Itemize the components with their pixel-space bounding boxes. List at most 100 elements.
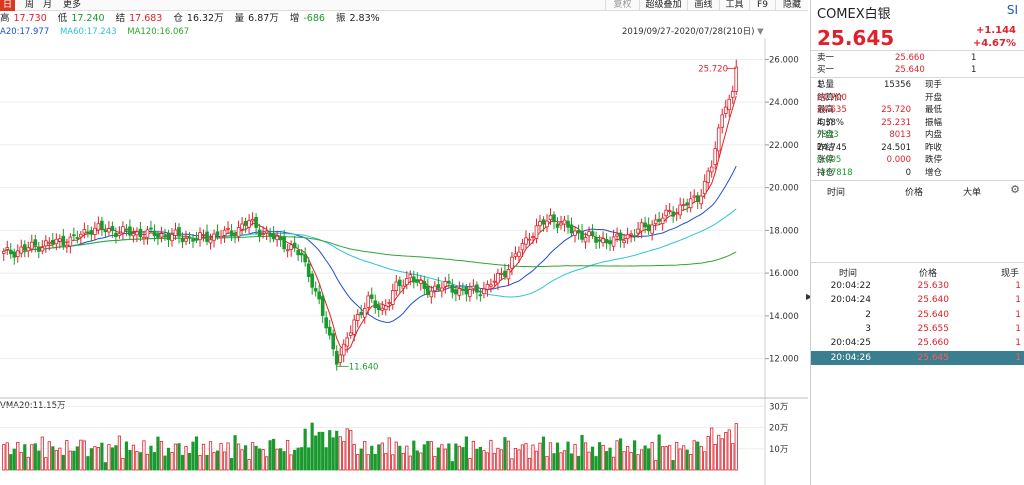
- candle-down: [426, 285, 430, 296]
- tools-button[interactable]: 工具: [719, 0, 749, 11]
- candle-up: [629, 233, 633, 236]
- tick-price: 25.660: [917, 338, 950, 349]
- candle-up: [496, 273, 500, 284]
- volume-bar-up: [170, 452, 174, 471]
- tick-row[interactable]: 20:04:25 25.660 1: [811, 336, 1024, 350]
- candle-down: [100, 220, 104, 230]
- volume-bar-up: [2, 444, 6, 471]
- candlestick-chart[interactable]: 26.000 24.000 22.000 20.000 18.000 16.000 14.0…: [0, 0, 808, 485]
- candle-down: [303, 254, 307, 263]
- tick-row[interactable]: 20:04:24 25.640 1: [811, 293, 1024, 307]
- gear-icon[interactable]: ⚙: [1010, 183, 1020, 196]
- candle-up: [667, 210, 672, 213]
- candle-down: [296, 250, 300, 256]
- change-value: +1.144: [975, 25, 1016, 36]
- candle-up: [107, 228, 111, 233]
- candle-down: [254, 217, 258, 228]
- tick-header-time: 时间: [839, 269, 858, 279]
- f9-button[interactable]: F9: [749, 0, 775, 11]
- volume-bar-down: [618, 438, 623, 471]
- volume-bar-down: [412, 440, 416, 471]
- volume-bar-down: [541, 436, 546, 471]
- volume-axis-ticks: 30万 20万 10万: [769, 402, 788, 455]
- candle-down: [376, 304, 381, 311]
- candle-up: [443, 281, 448, 287]
- low-label: 低: [57, 13, 68, 24]
- bid-row: 买一 25.640 1: [817, 64, 1021, 76]
- volume-bar-up: [265, 456, 269, 471]
- tick-row[interactable]: 3 25.655 1: [811, 322, 1024, 336]
- candle-down: [320, 296, 325, 316]
- ma120-label: MA120:16.067: [127, 27, 190, 37]
- volume-bar-up: [286, 439, 290, 471]
- tab-weekly[interactable]: 周: [25, 0, 35, 10]
- candle-up: [131, 233, 136, 237]
- candle-up: [517, 251, 521, 257]
- amplitude-value: 2.83%: [349, 13, 380, 24]
- volume-bar-down: [307, 447, 311, 471]
- volume-tick-label: 30万: [769, 402, 788, 412]
- volume-bar-up: [198, 454, 202, 471]
- candle-up: [285, 249, 290, 252]
- stat-value: 24.745: [817, 142, 847, 153]
- candle-down: [436, 284, 441, 289]
- candle-down: [163, 235, 167, 238]
- volume-bar-up: [678, 448, 682, 471]
- volume-bar-up: [489, 439, 493, 471]
- stat-value: 1: [817, 80, 823, 90]
- candle-down: [110, 226, 115, 232]
- volume-bar-down: [229, 458, 234, 471]
- candle-up: [730, 91, 735, 98]
- volume-bar-down: [594, 456, 598, 471]
- tick-row[interactable]: 2 25.640 1: [811, 308, 1024, 322]
- candle-up: [492, 280, 497, 283]
- volume-bar-up: [289, 454, 293, 471]
- volume-bar-up: [626, 445, 630, 471]
- volume-bar-up: [485, 452, 490, 471]
- candle-down: [566, 220, 570, 228]
- volume-bar-up: [538, 442, 542, 471]
- volume-bar-up: [250, 442, 255, 471]
- tab-more[interactable]: 更多: [63, 0, 82, 10]
- candle-up: [159, 233, 164, 238]
- dropdown-triangle-icon[interactable]: ▼: [757, 27, 764, 37]
- hide-button[interactable]: 隐藏: [775, 0, 808, 11]
- candle-up: [433, 285, 437, 292]
- volume-bar-up: [384, 453, 388, 471]
- candle-up: [47, 241, 52, 244]
- volume-bar-up: [345, 428, 349, 471]
- candle-up: [275, 235, 279, 241]
- candle-up: [348, 332, 353, 336]
- volume-bar-up: [629, 452, 633, 471]
- tab-daily[interactable]: 日: [0, 0, 16, 11]
- overlay-button[interactable]: 超级叠加: [639, 0, 687, 11]
- volume-bar-down: [23, 444, 27, 471]
- volume-bar-up: [675, 441, 679, 471]
- high-label: 25.720: [698, 64, 728, 74]
- candle-down: [685, 202, 689, 206]
- volume-bar-up: [47, 441, 51, 471]
- candle-down: [89, 230, 94, 235]
- instrument-code: SI: [1006, 3, 1018, 17]
- date-range-text: 2019/09/27-2020/07/28(210日): [622, 27, 755, 37]
- scroll-right-icon[interactable]: ▶: [806, 292, 812, 301]
- tick-qty: 1: [1015, 295, 1021, 306]
- volume-tick-label: 20万: [769, 424, 788, 434]
- volume-bar-down: [597, 442, 602, 471]
- volume-bar-up: [524, 443, 528, 471]
- adjust-button[interactable]: 复权: [605, 0, 639, 11]
- volume-bar-down: [447, 443, 451, 471]
- volume-bar-up: [682, 445, 686, 471]
- tick-row[interactable]: 20:04:26 25.645 1: [811, 350, 1024, 365]
- tab-monthly[interactable]: 月: [43, 0, 53, 10]
- volume-bar-down: [569, 453, 574, 471]
- candle-down: [454, 289, 458, 295]
- tick-row[interactable]: 20:04:22 25.630 1: [811, 279, 1024, 293]
- candle-down: [299, 252, 304, 256]
- draw-line-button[interactable]: 画线: [687, 0, 719, 11]
- volume-bar-down: [426, 440, 430, 471]
- volume-bar-up: [419, 452, 423, 471]
- candle-down: [359, 311, 364, 316]
- volume-bar-down: [566, 441, 570, 471]
- volume-bar-up: [510, 458, 514, 471]
